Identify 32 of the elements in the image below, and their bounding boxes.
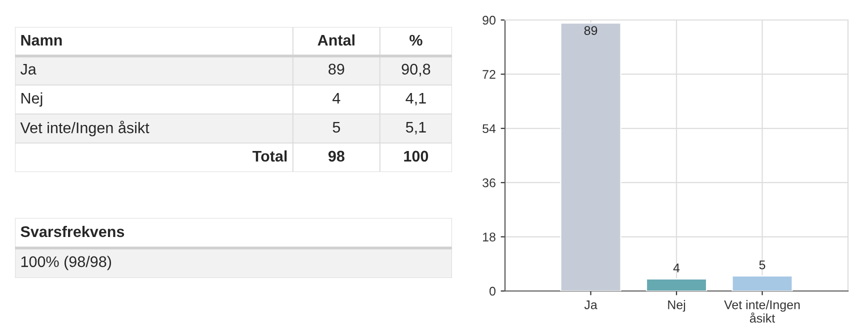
- data-label: 89: [584, 26, 598, 35]
- series-label: Antal: [318, 34, 354, 46]
- data-label: 5: [759, 260, 766, 270]
- y-tick-label: 18: [483, 232, 496, 242]
- data-label: 5: [332, 122, 340, 133]
- category-label: Vet inte/Ingen åsikt: [20, 120, 150, 136]
- text: Namn: [21, 34, 62, 46]
- data-label: 4,1: [406, 92, 426, 106]
- data-label: 4: [332, 92, 340, 104]
- text: %: [410, 34, 422, 46]
- y-tick-label: 90: [482, 16, 496, 25]
- y-tick-label: 54: [482, 124, 496, 134]
- text: Svarsfrekvens: [20, 226, 124, 238]
- category-label: Ja: [20, 64, 36, 75]
- category-label: Nej: [21, 92, 42, 107]
- data-label: 89: [328, 64, 344, 75]
- y-tick-label: 72: [482, 70, 496, 79]
- x-tick-label: Vet inte/Ingen åsikt: [724, 300, 800, 323]
- text: Total: [252, 150, 287, 162]
- text: 100% (98/98): [21, 256, 112, 270]
- bar: [732, 275, 793, 291]
- x-tick-label: Ja: [584, 300, 598, 310]
- text: 98: [328, 150, 344, 162]
- text: 100: [404, 150, 428, 162]
- data-label: 90,8: [402, 64, 430, 76]
- data-label: 4: [673, 264, 680, 272]
- bar: [646, 278, 708, 291]
- data-label: 5,1: [406, 122, 426, 134]
- y-tick-label: 0: [490, 286, 496, 296]
- bar: [560, 22, 622, 291]
- y-tick-label: 36: [482, 178, 496, 188]
- x-tick-label: Nej: [668, 300, 686, 312]
